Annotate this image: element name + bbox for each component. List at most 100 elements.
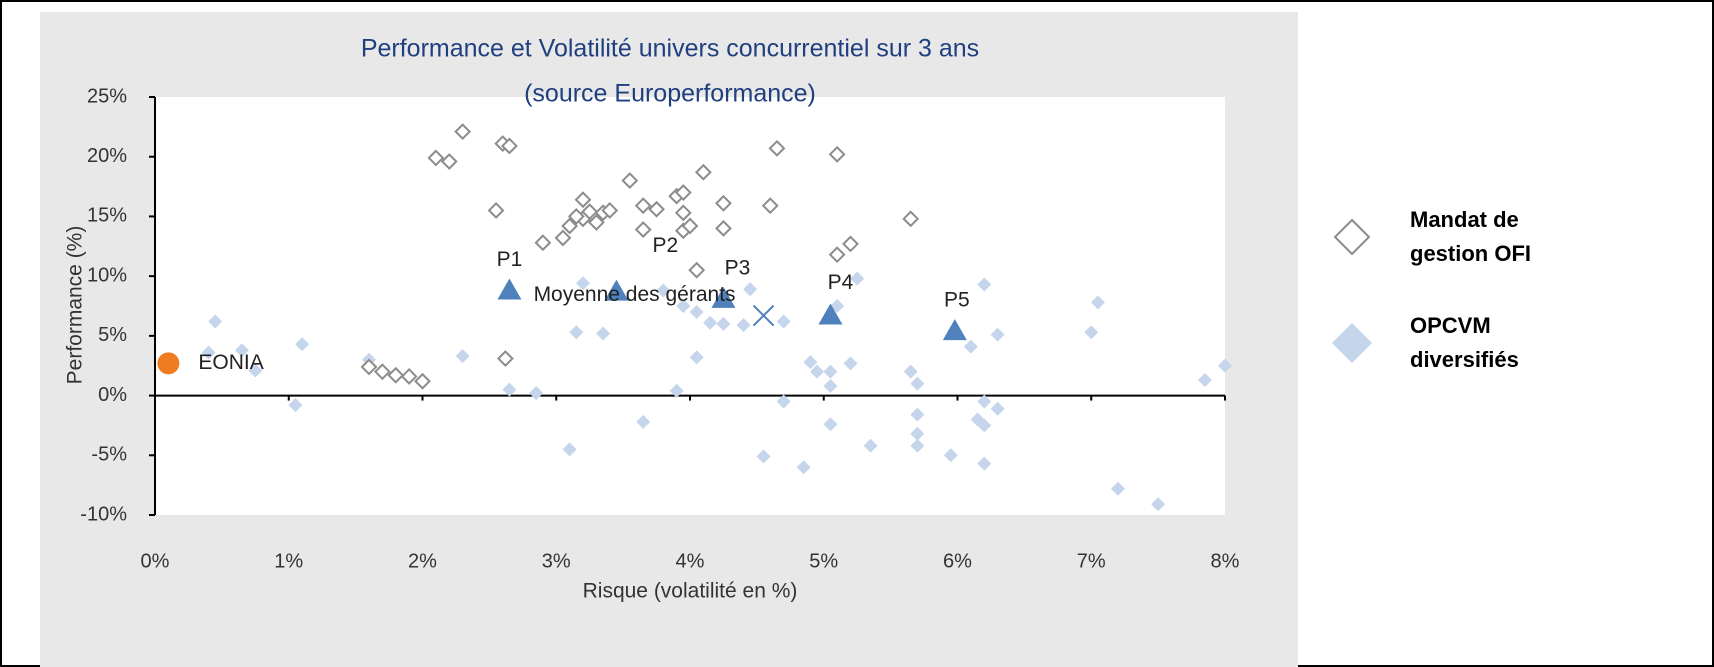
- point: [823, 417, 838, 432]
- point: [502, 382, 517, 397]
- point: [674, 184, 692, 201]
- point: [1218, 358, 1232, 373]
- point: [715, 194, 732, 212]
- point: [440, 153, 458, 170]
- y-axis-label: Performance (%): [64, 226, 87, 385]
- point: [454, 123, 472, 141]
- point: [208, 314, 223, 329]
- point: [977, 394, 992, 409]
- point: [910, 426, 925, 441]
- point: [574, 191, 592, 209]
- point: [157, 352, 180, 375]
- point: [963, 339, 978, 354]
- point-label: P1: [497, 248, 523, 271]
- point: [529, 386, 544, 401]
- y-tick-label: 0%: [98, 384, 127, 406]
- point: [977, 277, 992, 292]
- point: [554, 229, 572, 247]
- point: [843, 356, 858, 371]
- point: [902, 210, 920, 228]
- point: [373, 363, 391, 381]
- x-axis-label: Risque (volatilité en %): [583, 580, 798, 603]
- point: [648, 200, 665, 218]
- x-tick-label: 4%: [676, 550, 705, 572]
- y-tick-label: 25%: [87, 85, 127, 107]
- point: [604, 279, 629, 301]
- point: [910, 376, 925, 391]
- x-tick-label: 1%: [274, 550, 303, 572]
- legend-label: Mandat de gestion OFI: [1410, 207, 1531, 266]
- point: [581, 203, 599, 221]
- point: [842, 235, 859, 253]
- point: [689, 304, 704, 319]
- point: [1197, 373, 1212, 388]
- point: [828, 246, 846, 264]
- legend-marker: [1333, 218, 1371, 256]
- point: [903, 364, 918, 379]
- point: [711, 286, 736, 308]
- x-tick-label: 8%: [1211, 550, 1240, 572]
- point: [295, 337, 310, 352]
- x-tick-label: 6%: [943, 550, 972, 572]
- point: [636, 414, 651, 429]
- point: [828, 145, 846, 163]
- point: [674, 204, 692, 222]
- point: [1151, 497, 1166, 512]
- point: [910, 438, 925, 453]
- point: [1111, 481, 1125, 496]
- point: [752, 304, 775, 327]
- point: [977, 418, 992, 433]
- point: [201, 345, 216, 360]
- point: [427, 149, 445, 167]
- point: [621, 172, 639, 190]
- point: [414, 372, 431, 390]
- point: [248, 363, 263, 378]
- point: [756, 449, 771, 464]
- point: [634, 221, 652, 238]
- point: [681, 217, 699, 235]
- y-tick-label: -10%: [80, 503, 127, 525]
- point: [761, 197, 779, 215]
- point: [818, 303, 843, 325]
- point: [288, 398, 303, 413]
- point-label: Moyenne des gérants: [534, 283, 736, 306]
- point-label: P5: [944, 289, 970, 312]
- point: [703, 315, 718, 330]
- point: [360, 358, 378, 376]
- point: [587, 213, 605, 231]
- point: [634, 197, 652, 215]
- point-label: P4: [828, 271, 854, 294]
- point: [863, 438, 878, 453]
- point: [803, 355, 818, 370]
- point: [561, 217, 579, 235]
- point: [768, 139, 786, 157]
- x-tick-label: 7%: [1077, 550, 1106, 572]
- point: [501, 137, 518, 155]
- point: [715, 219, 732, 237]
- point: [977, 456, 992, 471]
- point: [736, 318, 751, 333]
- point: [387, 366, 405, 384]
- point: [716, 316, 731, 331]
- point: [576, 276, 590, 291]
- point: [497, 278, 522, 300]
- point: [234, 343, 249, 358]
- point: [810, 364, 825, 379]
- point: [743, 282, 758, 297]
- point-label: EONIA: [198, 351, 263, 374]
- point-label: P2: [652, 234, 678, 257]
- point: [689, 350, 704, 365]
- legend-label: OPCVM diversifiés: [1410, 313, 1519, 372]
- point: [534, 234, 552, 252]
- point: [596, 326, 611, 341]
- point: [943, 448, 958, 463]
- y-tick-label: 20%: [87, 145, 127, 167]
- point: [562, 442, 577, 457]
- point: [669, 383, 684, 398]
- point: [487, 202, 505, 219]
- point: [823, 379, 838, 394]
- point: [990, 327, 1005, 342]
- point: [567, 208, 585, 225]
